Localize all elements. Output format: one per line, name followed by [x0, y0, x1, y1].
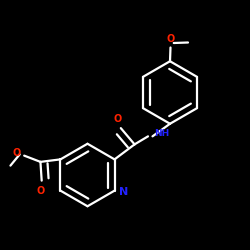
Text: O: O: [13, 148, 21, 158]
Text: NH: NH: [154, 129, 170, 138]
Text: O: O: [36, 186, 44, 196]
Text: O: O: [114, 114, 122, 124]
Text: O: O: [166, 34, 174, 44]
Text: N: N: [119, 187, 128, 197]
